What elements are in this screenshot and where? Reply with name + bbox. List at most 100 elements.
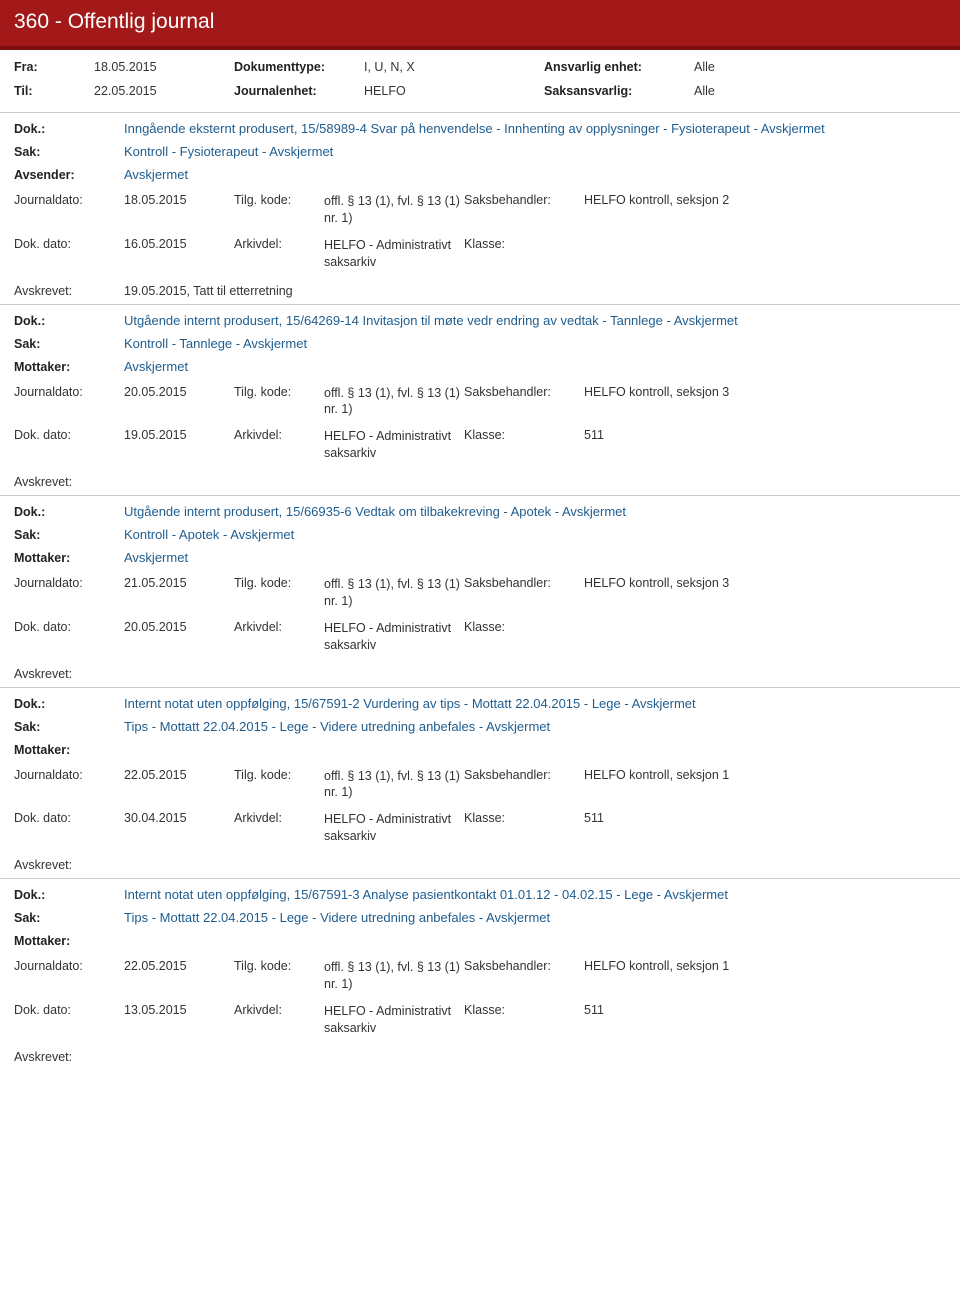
journaldato-label: Journaldato: <box>14 959 124 973</box>
journaldato-label: Journaldato: <box>14 385 124 399</box>
klasse-label: Klasse: <box>464 620 584 634</box>
dok-text: Utgående internt produsert, 15/66935-6 V… <box>124 504 946 519</box>
dokdato-value: 16.05.2015 <box>124 237 234 251</box>
part-label: Avsender: <box>14 167 124 182</box>
meta-ansvarlig-label: Ansvarlig enhet: <box>544 60 694 74</box>
tilgkode-label: Tilg. kode: <box>234 768 324 782</box>
tilgkode-value: offl. § 13 (1), fvl. § 13 (1) nr. 1) <box>324 959 464 993</box>
tilgkode-value: offl. § 13 (1), fvl. § 13 (1) nr. 1) <box>324 768 464 802</box>
dok-text: Utgående internt produsert, 15/64269-14 … <box>124 313 946 328</box>
klasse-value: 511 <box>584 811 946 825</box>
dokdato-value: 20.05.2015 <box>124 620 234 634</box>
saksbeh-value: HELFO kontroll, seksjon 1 <box>584 959 946 973</box>
klasse-label: Klasse: <box>464 1003 584 1017</box>
journaldato-label: Journaldato: <box>14 193 124 207</box>
dokdato-label: Dok. dato: <box>14 428 124 442</box>
sak-text: Tips - Mottatt 22.04.2015 - Lege - Vider… <box>124 719 946 734</box>
saksbeh-value: HELFO kontroll, seksjon 3 <box>584 385 946 399</box>
saksbeh-value: HELFO kontroll, seksjon 3 <box>584 576 946 590</box>
avskrevet-label: Avskrevet: <box>14 858 124 872</box>
tilgkode-value: offl. § 13 (1), fvl. § 13 (1) nr. 1) <box>324 385 464 419</box>
avskrevet-label: Avskrevet: <box>14 667 124 681</box>
arkivdel-value: HELFO - Administrativt saksarkiv <box>324 811 464 845</box>
saksbeh-label: Saksbehandler: <box>464 385 584 399</box>
journaldato-label: Journaldato: <box>14 768 124 782</box>
header-bar: 360 - Offentlig journal <box>0 0 960 50</box>
tilgkode-label: Tilg. kode: <box>234 385 324 399</box>
sak-text: Kontroll - Fysioterapeut - Avskjermet <box>124 144 946 159</box>
dok-text: Inngående eksternt produsert, 15/58989-4… <box>124 121 946 136</box>
sak-text: Tips - Mottatt 22.04.2015 - Lege - Vider… <box>124 910 946 925</box>
arkivdel-value: HELFO - Administrativt saksarkiv <box>324 237 464 271</box>
avskrevet-label: Avskrevet: <box>14 475 124 489</box>
journaldato-value: 22.05.2015 <box>124 768 234 782</box>
dok-text: Internt notat uten oppfølging, 15/67591-… <box>124 696 946 711</box>
arkivdel-value: HELFO - Administrativt saksarkiv <box>324 428 464 462</box>
dok-label: Dok.: <box>14 121 124 136</box>
part-value: Avskjermet <box>124 167 946 182</box>
journaldato-value: 20.05.2015 <box>124 385 234 399</box>
part-label: Mottaker: <box>14 359 124 374</box>
meta-fra-label: Fra: <box>14 60 94 74</box>
klasse-label: Klasse: <box>464 237 584 251</box>
dokdato-label: Dok. dato: <box>14 1003 124 1017</box>
klasse-label: Klasse: <box>464 811 584 825</box>
meta-journalenhet-label: Journalenhet: <box>234 84 364 98</box>
sak-text: Kontroll - Apotek - Avskjermet <box>124 527 946 542</box>
saksbeh-label: Saksbehandler: <box>464 193 584 207</box>
arkivdel-label: Arkivdel: <box>234 428 324 442</box>
meta-til-value: 22.05.2015 <box>94 84 234 98</box>
sak-label: Sak: <box>14 719 124 734</box>
dok-label: Dok.: <box>14 887 124 902</box>
meta-saksansvarlig-label: Saksansvarlig: <box>544 84 694 98</box>
tilgkode-value: offl. § 13 (1), fvl. § 13 (1) nr. 1) <box>324 193 464 227</box>
meta-section: Fra: Til: 18.05.2015 22.05.2015 Dokument… <box>0 50 960 112</box>
meta-doktype-value: I, U, N, X <box>364 60 544 74</box>
klasse-value: 511 <box>584 1003 946 1017</box>
part-label: Mottaker: <box>14 742 124 757</box>
saksbeh-label: Saksbehandler: <box>464 959 584 973</box>
avskrevet-value: 19.05.2015, Tatt til etterretning <box>124 284 946 298</box>
arkivdel-value: HELFO - Administrativt saksarkiv <box>324 1003 464 1037</box>
dokdato-label: Dok. dato: <box>14 620 124 634</box>
sak-label: Sak: <box>14 910 124 925</box>
part-label: Mottaker: <box>14 933 124 948</box>
arkivdel-label: Arkivdel: <box>234 1003 324 1017</box>
meta-journalenhet-value: HELFO <box>364 84 544 98</box>
saksbeh-value: HELFO kontroll, seksjon 2 <box>584 193 946 207</box>
sak-label: Sak: <box>14 527 124 542</box>
sak-label: Sak: <box>14 336 124 351</box>
avskrevet-label: Avskrevet: <box>14 284 124 298</box>
journal-entry: Dok.: Utgående internt produsert, 15/642… <box>0 304 960 496</box>
journaldato-label: Journaldato: <box>14 576 124 590</box>
dokdato-value: 13.05.2015 <box>124 1003 234 1017</box>
arkivdel-label: Arkivdel: <box>234 620 324 634</box>
meta-til-label: Til: <box>14 84 94 98</box>
dok-label: Dok.: <box>14 696 124 711</box>
page-title: 360 - Offentlig journal <box>14 10 946 34</box>
klasse-label: Klasse: <box>464 428 584 442</box>
meta-doktype-label: Dokumenttype: <box>234 60 364 74</box>
saksbeh-value: HELFO kontroll, seksjon 1 <box>584 768 946 782</box>
tilgkode-label: Tilg. kode: <box>234 959 324 973</box>
dok-label: Dok.: <box>14 504 124 519</box>
dokdato-label: Dok. dato: <box>14 811 124 825</box>
dokdato-label: Dok. dato: <box>14 237 124 251</box>
journaldato-value: 18.05.2015 <box>124 193 234 207</box>
part-label: Mottaker: <box>14 550 124 565</box>
meta-ansvarlig-value: Alle <box>694 60 844 74</box>
sak-label: Sak: <box>14 144 124 159</box>
journaldato-value: 22.05.2015 <box>124 959 234 973</box>
journal-entry: Dok.: Inngående eksternt produsert, 15/5… <box>0 112 960 304</box>
part-value: Avskjermet <box>124 550 946 565</box>
tilgkode-label: Tilg. kode: <box>234 576 324 590</box>
journal-entry: Dok.: Internt notat uten oppfølging, 15/… <box>0 687 960 879</box>
part-value: Avskjermet <box>124 359 946 374</box>
meta-saksansvarlig-value: Alle <box>694 84 844 98</box>
sak-text: Kontroll - Tannlege - Avskjermet <box>124 336 946 351</box>
avskrevet-label: Avskrevet: <box>14 1050 124 1064</box>
saksbeh-label: Saksbehandler: <box>464 576 584 590</box>
arkivdel-label: Arkivdel: <box>234 237 324 251</box>
tilgkode-label: Tilg. kode: <box>234 193 324 207</box>
dok-text: Internt notat uten oppfølging, 15/67591-… <box>124 887 946 902</box>
